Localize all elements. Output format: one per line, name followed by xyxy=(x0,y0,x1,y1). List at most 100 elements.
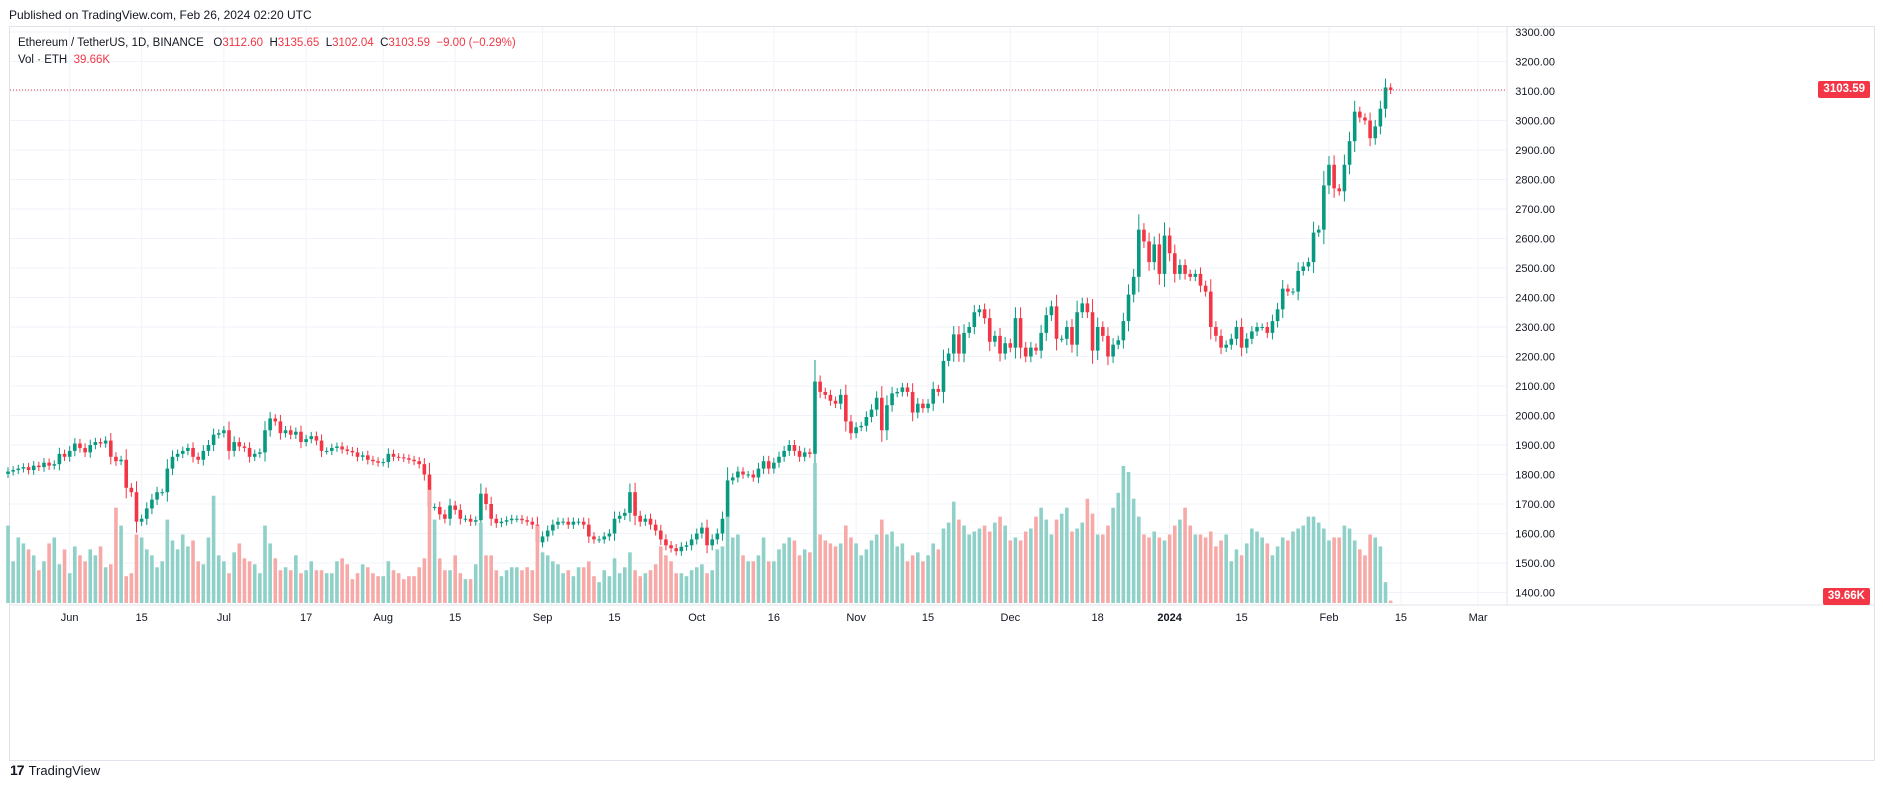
candle-body xyxy=(57,453,62,465)
volume-bar xyxy=(170,540,175,603)
candle-body xyxy=(1280,288,1285,310)
candle-body xyxy=(525,520,529,522)
volume-bar xyxy=(294,555,298,603)
candle-body xyxy=(62,453,67,457)
volume-bar xyxy=(951,501,956,603)
candle-body xyxy=(144,508,149,519)
candle-body xyxy=(1234,327,1239,339)
volume-bar xyxy=(808,552,812,603)
candle-body xyxy=(705,527,709,546)
candle-body xyxy=(653,524,658,531)
volume-bar xyxy=(936,549,941,603)
candle-body xyxy=(612,518,617,534)
volume-bar xyxy=(705,573,709,603)
candle-body xyxy=(186,447,190,451)
candle-body xyxy=(669,545,673,549)
volume-bar xyxy=(998,516,1002,603)
volume-bar xyxy=(838,543,843,603)
candle-body xyxy=(1142,229,1146,242)
volume-bar xyxy=(921,561,925,603)
candle-body xyxy=(1090,312,1095,351)
volume-bar xyxy=(165,519,170,603)
candle-body xyxy=(1358,111,1362,118)
candle-body xyxy=(1270,321,1275,333)
candle-body xyxy=(1101,327,1105,336)
volume-bar xyxy=(885,534,889,603)
candle-body xyxy=(1029,347,1033,357)
candle-body xyxy=(520,518,524,521)
x-tick-label: Nov xyxy=(846,612,866,624)
candle-body xyxy=(1121,321,1126,341)
volume-bar xyxy=(1193,534,1198,603)
volume-bar xyxy=(813,463,817,603)
volume-bar xyxy=(1342,525,1347,603)
candle-body xyxy=(180,450,185,454)
volume-bar xyxy=(1167,534,1172,603)
candle-body xyxy=(304,439,308,443)
volume-bar xyxy=(175,549,180,603)
volume-bar xyxy=(144,549,149,603)
candle-body xyxy=(566,521,571,525)
high-label: H xyxy=(269,37,278,49)
open-label: O xyxy=(213,37,223,49)
volume-bar xyxy=(1388,600,1393,603)
candle-body xyxy=(1214,327,1218,336)
volume-bar xyxy=(623,567,627,603)
candle-body xyxy=(648,518,653,525)
tradingview-logo[interactable]: 17 TradingView xyxy=(10,762,100,778)
volume-bar xyxy=(849,537,853,603)
volume-bar xyxy=(571,576,576,603)
candle-body xyxy=(1239,327,1244,348)
candle-body xyxy=(11,470,15,472)
volume-bar xyxy=(982,525,987,603)
volume-bar xyxy=(6,525,10,603)
candle-body xyxy=(1054,306,1059,339)
candle-body xyxy=(386,453,391,463)
volume-bar xyxy=(1286,540,1290,603)
candle-body xyxy=(1044,315,1049,333)
candle-body xyxy=(216,433,221,435)
volume-bar xyxy=(283,567,288,603)
volume-bar xyxy=(751,561,756,603)
candle-body xyxy=(1363,117,1367,121)
candle-body xyxy=(330,447,334,451)
candle-body xyxy=(1034,347,1038,351)
y-tick-label: 3000.00 xyxy=(1515,116,1555,128)
ohlc-row: Ethereum / TetherUS, 1D, BINANCE O3112.6… xyxy=(18,35,516,52)
candle-body xyxy=(890,393,894,406)
symbol-label[interactable]: Ethereum / TetherUS, 1D, BINANCE xyxy=(18,37,204,49)
candle-body xyxy=(792,445,797,451)
candle-body xyxy=(1106,335,1110,357)
volume-bar xyxy=(967,534,971,603)
candle-body xyxy=(227,430,231,451)
volume-bar xyxy=(777,549,781,603)
y-tick-label: 2400.00 xyxy=(1515,293,1555,305)
candle-body xyxy=(1203,285,1208,292)
tradingview-logo-text: TradingView xyxy=(28,762,101,778)
high-value: 3135.65 xyxy=(277,37,320,49)
candle-body xyxy=(242,446,247,448)
candle-body xyxy=(103,440,108,444)
candle-body xyxy=(381,462,386,464)
volume-row: Vol · ETH 39.66K xyxy=(18,52,516,69)
candle-body xyxy=(252,453,257,457)
candle-body xyxy=(494,518,499,524)
candle-body xyxy=(592,536,596,540)
volume-bar xyxy=(1255,531,1259,603)
candle-body xyxy=(736,471,740,478)
candle-body xyxy=(638,515,643,522)
volume-bar xyxy=(633,570,637,603)
volume-bar xyxy=(376,576,380,603)
candle-body xyxy=(674,548,678,552)
volume-bar xyxy=(797,555,802,603)
candle-body xyxy=(1255,327,1259,332)
volume-bar xyxy=(1301,525,1306,603)
volume-bar xyxy=(109,564,113,603)
y-tick-label: 1700.00 xyxy=(1515,499,1555,511)
volume-label[interactable]: Vol · ETH xyxy=(18,54,68,66)
volume-bar xyxy=(535,525,540,603)
candle-body xyxy=(587,524,591,537)
x-tick-label: 16 xyxy=(768,612,780,624)
candle-body xyxy=(401,457,406,459)
